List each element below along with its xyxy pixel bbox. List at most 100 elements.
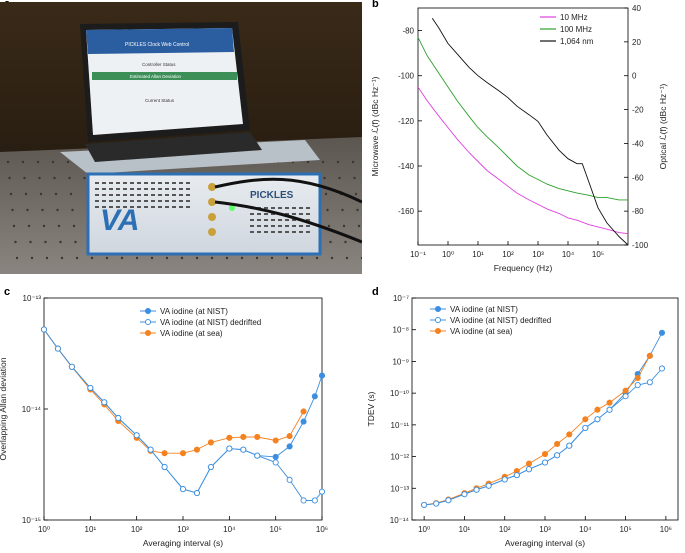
vent-slot: [271, 213, 275, 215]
vent-slot: [278, 219, 282, 221]
vent-slot: [95, 188, 99, 190]
table-hole: [342, 224, 346, 228]
laptop-green-bar: [92, 72, 237, 80]
vent-slot: [102, 182, 106, 184]
vent-slot: [165, 206, 169, 208]
table-hole: [24, 192, 28, 196]
vent-slot: [95, 194, 99, 196]
vent-slot: [292, 231, 296, 233]
vent-slot: [285, 225, 289, 227]
vent-slot: [144, 194, 148, 196]
data-point: [161, 450, 168, 457]
allan-deviation-chart: 10⁰ 10¹ 10² 10³ 10⁴ 10⁵ 10⁶ 10⁻¹³ 10⁻¹⁴ 10⁻¹⁵ Aver…: [0, 294, 328, 548]
legend-entry: VA iodine (at NIST): [160, 307, 228, 316]
vent-slot: [109, 182, 113, 184]
data-point: [541, 459, 549, 466]
table-hole: [66, 160, 70, 164]
vent-slot: [186, 206, 190, 208]
x-tick-label: 10¹: [472, 250, 484, 259]
vent-slot: [179, 188, 183, 190]
table-hole: [285, 256, 289, 260]
legend-entry: VA iodine (at sea): [450, 327, 513, 336]
data-point: [646, 352, 653, 359]
vent-slot: [130, 194, 134, 196]
data-point: [634, 374, 641, 382]
y-tick-label: 10⁻¹⁰: [390, 389, 409, 398]
table-hole: [42, 224, 46, 228]
y-tick-label: -100: [398, 72, 415, 81]
x-tick-label: 10⁵: [619, 525, 631, 534]
vent-slot: [144, 206, 148, 208]
table-hole: [356, 208, 359, 212]
table-hole: [14, 240, 17, 244]
series-line-2: [43, 329, 304, 454]
table-hole: [26, 208, 29, 212]
data-point: [311, 497, 318, 504]
vent-slot: [278, 207, 282, 209]
vent-slot: [285, 219, 289, 221]
x-tick-label: 10⁰: [418, 525, 430, 534]
vent-slot: [285, 231, 289, 233]
table-hole: [345, 256, 349, 260]
device-logo: VA: [100, 204, 139, 237]
table-hole: [83, 176, 86, 180]
vent-slot: [130, 206, 134, 208]
table-hole: [315, 256, 319, 260]
vent-slot: [102, 200, 106, 202]
y2-tick-label: 0: [632, 72, 637, 81]
data-point: [240, 446, 247, 453]
data-point: [161, 463, 168, 471]
legend-marker: [144, 307, 152, 315]
vent-slot: [137, 194, 141, 196]
vent-slot: [95, 206, 99, 208]
data-point: [40, 326, 48, 333]
table-hole: [240, 256, 244, 260]
table-hole: [15, 256, 19, 260]
data-point: [582, 424, 589, 431]
data-point: [513, 472, 520, 479]
table-hole: [11, 208, 14, 212]
vent-slot: [299, 207, 303, 209]
vent-slot: [151, 182, 155, 184]
data-point: [634, 381, 641, 389]
vent-slot: [102, 188, 106, 190]
data-point: [622, 393, 629, 400]
table-hole: [338, 176, 341, 180]
table-hole: [326, 208, 329, 212]
table-hole: [23, 176, 26, 180]
table-hole: [69, 192, 73, 196]
legend-marker: [144, 329, 152, 337]
y-tick-label: 10⁻¹³: [23, 294, 42, 303]
data-point: [606, 399, 613, 406]
vent-slot: [109, 200, 113, 202]
vent-slot: [250, 231, 254, 233]
table-hole: [27, 224, 31, 228]
series-line-2: [431, 17, 629, 246]
vent-slot: [264, 219, 268, 221]
series-line-1: [417, 37, 628, 201]
vent-slot: [144, 200, 148, 202]
cable: [214, 200, 362, 244]
table-hole: [75, 256, 79, 260]
x-axis-label: Averaging interval (s): [505, 538, 585, 548]
vent-slot: [257, 231, 261, 233]
data-point: [254, 452, 261, 459]
x-tick-label: 10²: [131, 525, 143, 534]
table-hole: [329, 240, 332, 244]
vent-slot: [278, 231, 282, 233]
sma-connector: [208, 198, 216, 206]
vent-slot: [292, 213, 296, 215]
y2-axis-label: Optical ℒ(f) (dBc Hz⁻¹): [658, 83, 668, 169]
y-axis-label: Overlapping Allan deviation: [0, 357, 8, 460]
table-hole: [72, 224, 76, 228]
legend-entry: 100 MHz: [560, 25, 592, 34]
vent-slot: [264, 213, 268, 215]
data-point: [254, 433, 261, 441]
data-point: [133, 432, 140, 439]
table-hole: [306, 160, 310, 164]
vent-slot: [158, 206, 162, 208]
vent-slot: [179, 206, 183, 208]
data-point: [622, 387, 629, 394]
series-line-1: [43, 329, 323, 501]
table-hole: [341, 208, 344, 212]
